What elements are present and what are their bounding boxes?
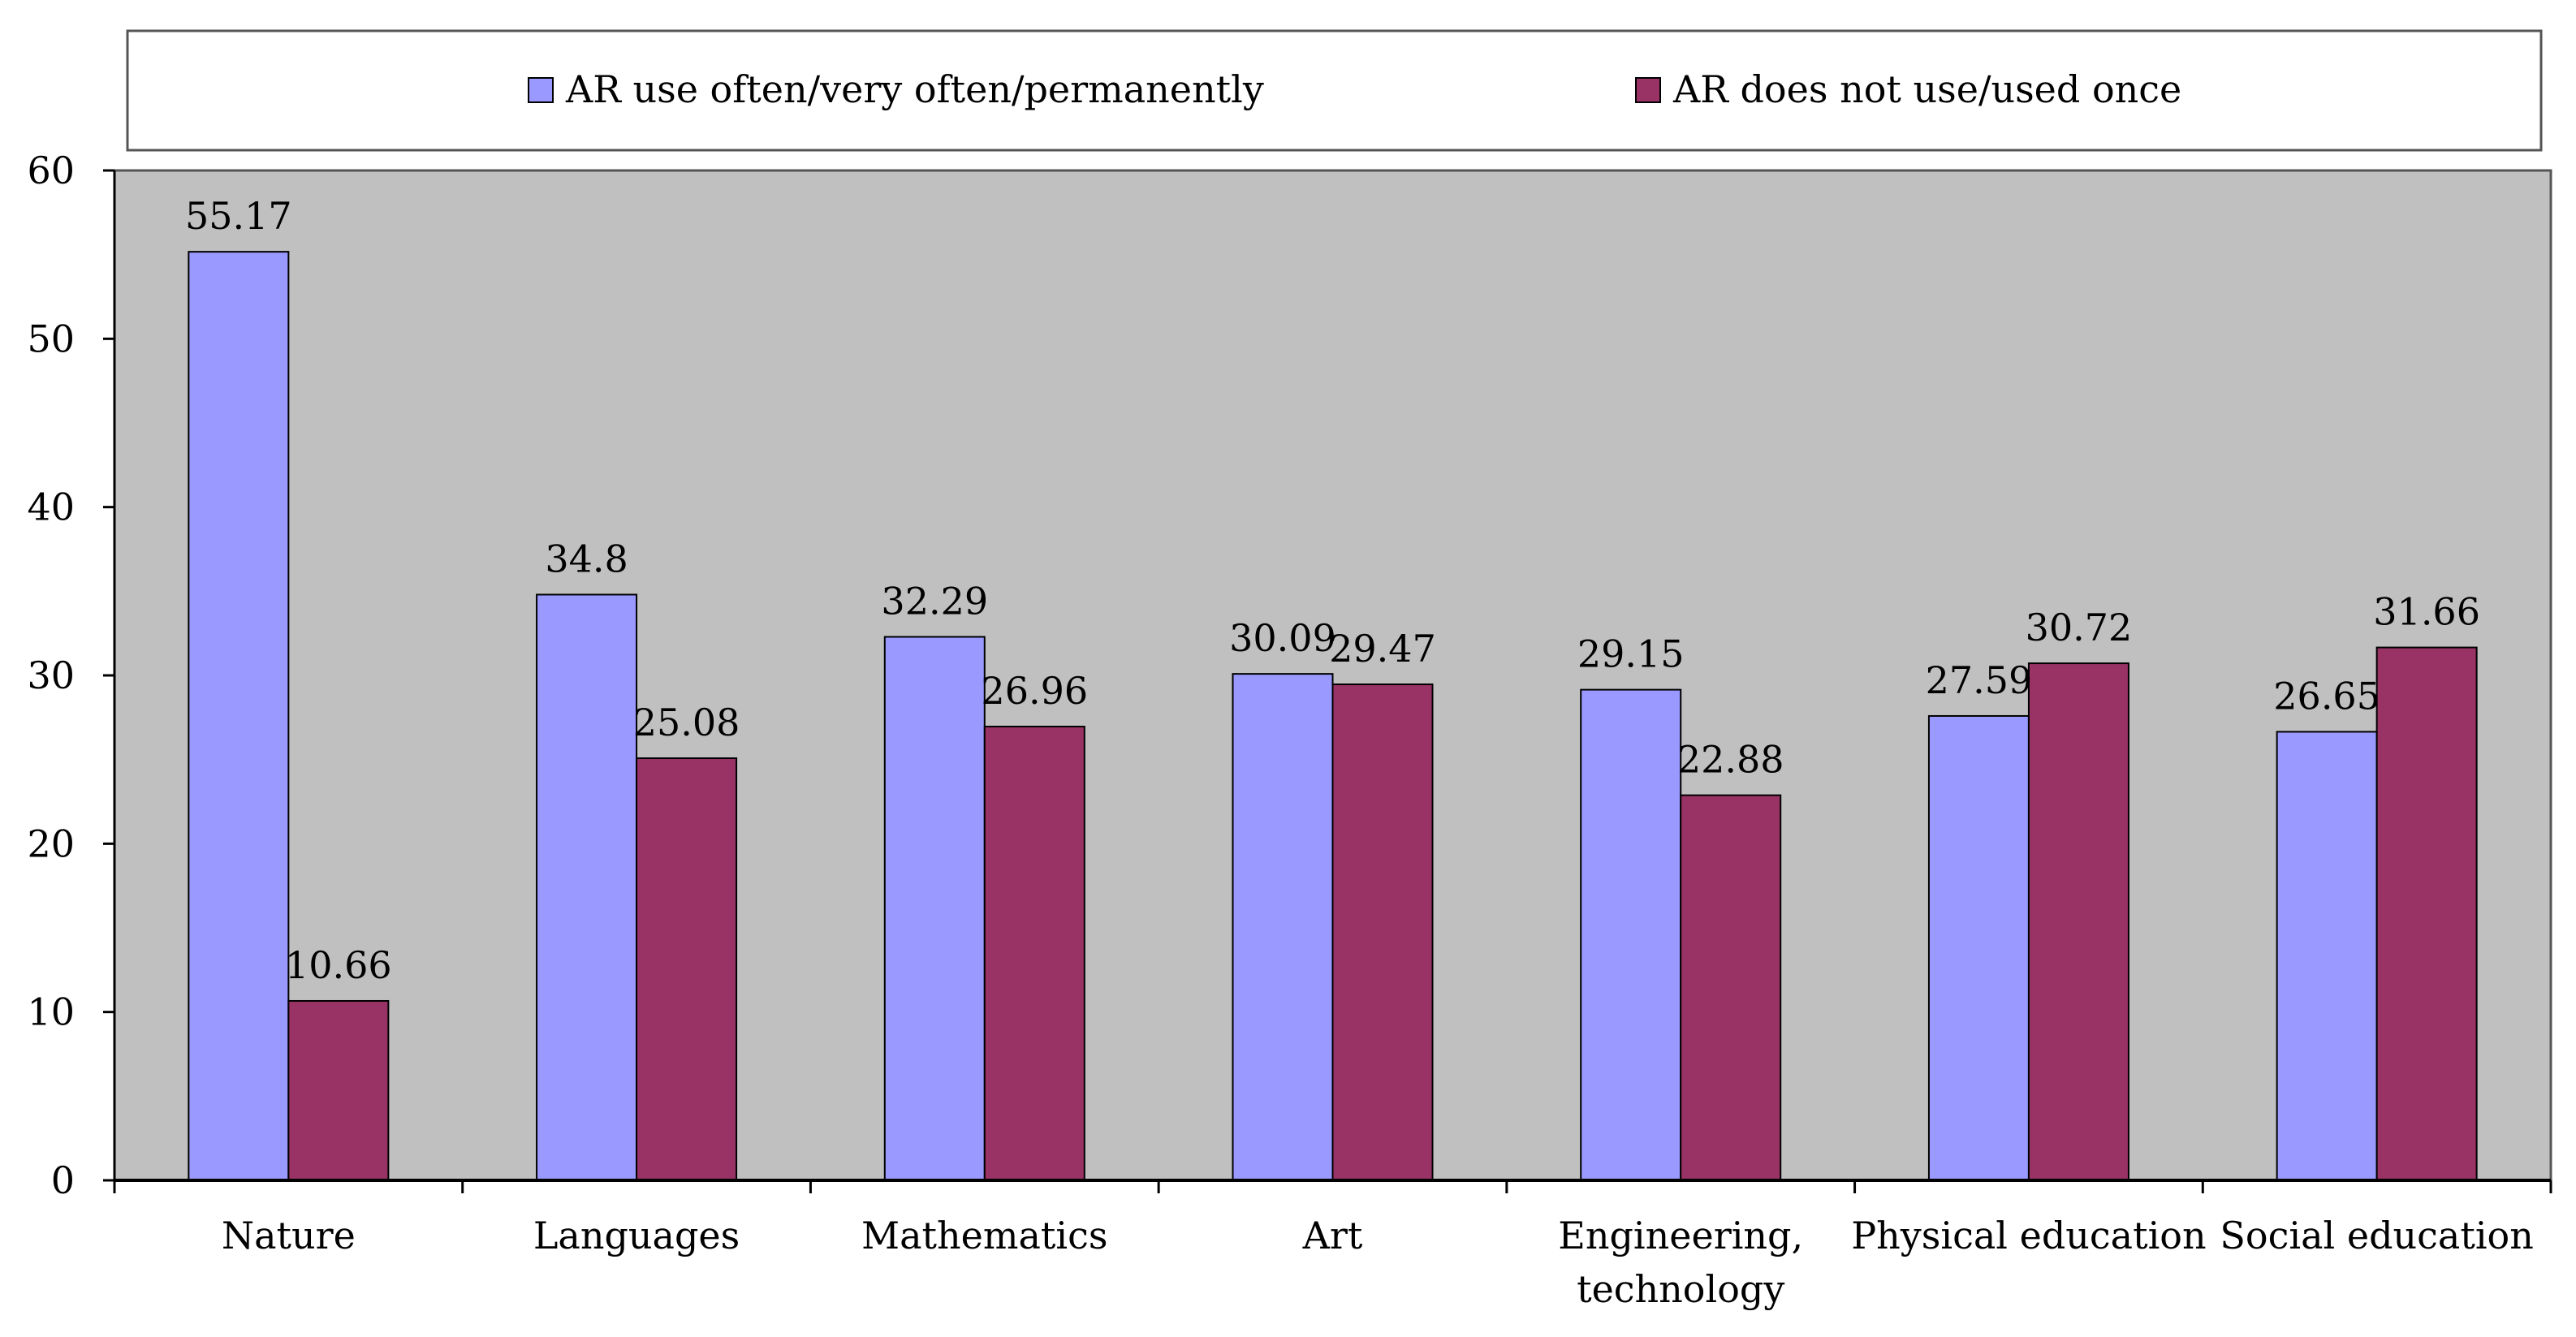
data-label-series-1: 30.09: [1229, 616, 1336, 660]
data-label-series-2: 10.66: [285, 943, 392, 987]
data-label-series-2: 29.47: [1329, 627, 1436, 671]
bar-series-2: [1331, 683, 1434, 1181]
data-label-series-1: 29.15: [1577, 632, 1685, 676]
bar-series-1: [188, 251, 290, 1182]
y-tick-label: 40: [27, 485, 75, 529]
y-tick-label: 10: [27, 990, 75, 1034]
bar-series-1: [1232, 673, 1334, 1181]
x-tick-label: Nature: [222, 1214, 356, 1257]
y-tick-label: 0: [51, 1158, 75, 1202]
bar-series-2: [1680, 794, 1782, 1181]
x-tick-label: Engineering, technology: [1558, 1214, 1803, 1311]
x-axis: Nature Languages Mathematics Art Engineering…: [113, 1179, 2552, 1311]
bar-series-2: [983, 726, 1085, 1181]
bar-series-2: [2375, 646, 2478, 1181]
y-tick-label: 50: [27, 317, 75, 360]
y-tick-label: 60: [27, 149, 75, 192]
bars: [188, 251, 2478, 1182]
legend-label-series-2: AR does not use/used once: [1672, 67, 2181, 111]
x-tick-label: Mathematics: [861, 1214, 1107, 1257]
data-label-series-2: 30.72: [2026, 606, 2133, 649]
data-label-series-1: 34.8: [545, 537, 628, 580]
x-tick-label: Physical education: [1851, 1214, 2206, 1257]
legend: AR use often/very often/permanently AR d…: [126, 29, 2543, 152]
data-label-series-2: 31.66: [2373, 590, 2480, 634]
data-label-series-2: 25.08: [633, 701, 740, 744]
x-tick-label: Languages: [533, 1214, 740, 1257]
bar-series-2: [287, 999, 390, 1181]
legend-label-series-1: AR use often/very often/permanently: [565, 67, 1264, 111]
y-tick-label: 20: [27, 822, 75, 865]
x-tick-label: Art: [1302, 1214, 1363, 1257]
x-tick-label: Social education: [2220, 1214, 2533, 1257]
bar-series-1: [536, 593, 638, 1181]
data-label-series-1: 55.17: [185, 194, 292, 238]
bar-series-1: [2276, 731, 2378, 1181]
bar-series-1: [883, 636, 986, 1181]
data-label-series-2: 22.88: [1677, 738, 1784, 782]
y-axis: 0 10 20 30 40 50 60: [27, 149, 116, 1202]
legend-swatch-series-1: [528, 77, 554, 103]
bar-series-1: [1580, 688, 1682, 1181]
bar-series-2: [2027, 662, 2129, 1181]
bar-series-2: [636, 757, 738, 1181]
data-label-series-1: 26.65: [2273, 674, 2380, 718]
legend-swatch-series-2: [1635, 77, 1661, 103]
data-label-series-1: 32.29: [881, 580, 988, 623]
data-label-series-2: 26.96: [981, 669, 1088, 713]
y-tick-label: 30: [27, 653, 75, 697]
bar-series-1: [1927, 714, 2030, 1181]
data-label-series-1: 27.59: [1926, 658, 2033, 702]
